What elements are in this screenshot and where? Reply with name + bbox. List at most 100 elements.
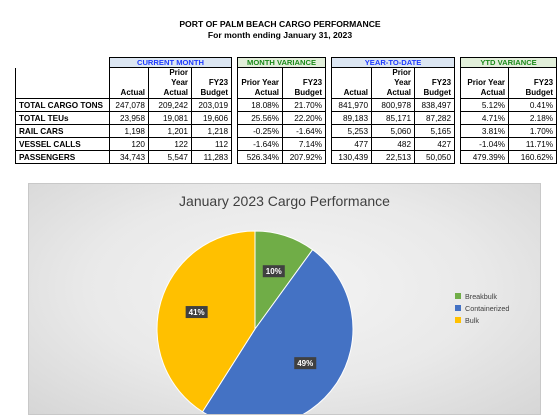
pie-slice-containerized (201, 249, 354, 414)
table-cell: 34,743 (109, 150, 149, 164)
legend-label: Breakbulk (465, 291, 497, 301)
table-cell: 203,019 (190, 98, 233, 112)
table-cell: -0.25% (237, 124, 284, 138)
table-cell: 21.70% (282, 98, 327, 112)
col-ytd-prior: Prior Year Actual (371, 67, 416, 99)
table-cell: 11,283 (190, 150, 233, 164)
data-label-box (262, 265, 285, 278)
group-month-variance: MONTH VARIANCE (237, 57, 327, 68)
table-cell: 22.20% (282, 111, 327, 125)
col-cm-actual: Actual (109, 67, 149, 99)
table-cell: -1.04% (460, 137, 510, 151)
table-cell: -1.64% (282, 124, 327, 138)
col-mv-budget: FY23 Budget (282, 67, 327, 99)
legend-label: Bulk (465, 315, 479, 325)
table-cell: -1.64% (237, 137, 284, 151)
table-cell: 479.39% (460, 150, 510, 164)
table-cell: 247,078 (109, 98, 149, 112)
pie-slice-bulk (156, 230, 256, 413)
row-label: PASSENGERS (15, 150, 110, 164)
pie-chart: 10% 49% 41% (156, 230, 354, 414)
table-cell: 482 (371, 137, 416, 151)
group-header-row: CURRENT MONTH MONTH VARIANCE YEAR-TO-DAT… (16, 57, 558, 68)
table-cell: 5,060 (371, 124, 416, 138)
row-label: TOTAL CARGO TONS (15, 98, 110, 112)
table-cell: 23,958 (109, 111, 149, 125)
pie-chart-panel: January 2023 Cargo Performance 10% 49% 41%… (28, 183, 541, 415)
cargo-performance-table: CURRENT MONTH MONTH VARIANCE YEAR-TO-DAT… (15, 57, 558, 164)
legend-swatch (455, 317, 461, 323)
table-cell: 89,183 (331, 111, 373, 125)
table-cell: 130,439 (331, 150, 373, 164)
table-cell: 160.62% (508, 150, 558, 164)
legend-item-breakbulk: Breakbulk (455, 290, 509, 302)
table-cell: 2.18% (508, 111, 558, 125)
row-label: TOTAL TEUs (15, 111, 110, 125)
table-cell: 526.34% (237, 150, 284, 164)
table-cell: 1,218 (190, 124, 233, 138)
legend-label: Containerized (465, 303, 510, 313)
table-row: RAIL CARS 1,198 1,201 1,218 -0.25% -1.64% 5,25… (15, 124, 558, 138)
table-cell: 5,165 (414, 124, 456, 138)
col-cm-budget: FY23 Budget (190, 67, 233, 99)
table-cell: 207.92% (282, 150, 327, 164)
column-header-row: Actual Prior Year Actual FY23 Budget Pri… (15, 67, 558, 99)
table-cell: 87,282 (414, 111, 456, 125)
table-cell: 7.14% (282, 137, 327, 151)
data-label-containerized: 49% (297, 359, 313, 368)
table-cell: 838,497 (414, 98, 456, 112)
col-ytd-actual: Actual (331, 67, 373, 99)
table-cell: 5,547 (148, 150, 192, 164)
table-cell: 1.70% (508, 124, 558, 138)
table-cell: 85,171 (371, 111, 416, 125)
legend-swatch (455, 293, 461, 299)
table-cell: 1,198 (109, 124, 149, 138)
table-row: VESSEL CALLS 120 122 112 -1.64% 7.14% 477 482 42… (15, 137, 558, 151)
data-label-breakbulk: 10% (266, 267, 282, 276)
table-cell: 22,513 (371, 150, 416, 164)
table-cell: 4.71% (460, 111, 510, 125)
table-cell: 19,606 (190, 111, 233, 125)
table-cell: 841,970 (331, 98, 373, 112)
col-ytd-budget: FY23 Budget (414, 67, 456, 99)
row-label: RAIL CARS (15, 124, 110, 138)
table-cell: 209,242 (148, 98, 192, 112)
col-cm-prior: Prior Year Actual (148, 67, 192, 99)
table-cell: 3.81% (460, 124, 510, 138)
table-cell: 50,050 (414, 150, 456, 164)
table-row: TOTAL CARGO TONS 247,078 209,242 203,019 18.… (15, 98, 558, 112)
table-cell: 477 (331, 137, 373, 151)
report-title: PORT OF PALM BEACH CARGO PERFORMANCE (179, 19, 381, 29)
group-year-to-date: YEAR-TO-DATE (331, 57, 456, 68)
legend-item-bulk: Bulk (455, 314, 509, 326)
table-cell: 25.56% (237, 111, 284, 125)
group-current-month: CURRENT MONTH (108, 57, 233, 68)
col-yv-prior: Prior Year Actual (460, 67, 510, 99)
table-cell: 120 (109, 137, 149, 151)
table-cell: 18.08% (237, 98, 284, 112)
data-label-box (294, 357, 317, 370)
table-cell: 0.41% (508, 98, 558, 112)
data-label-bulk: 41% (189, 308, 205, 317)
table-row: PASSENGERS 34,743 5,547 11,283 526.34% 207.92… (15, 150, 558, 164)
col-mv-prior: Prior Year Actual (237, 67, 284, 99)
table-row: TOTAL TEUs 23,958 19,081 19,606 25.56% 22.20%… (15, 111, 558, 125)
group-ytd-variance: YTD VARIANCE (460, 57, 558, 68)
report-subtitle: For month ending January 31, 2023 (207, 30, 353, 40)
legend-swatch (455, 305, 461, 311)
table-cell: 800,978 (371, 98, 416, 112)
table-cell: 112 (190, 137, 233, 151)
table-cell: 1,201 (148, 124, 192, 138)
row-label: VESSEL CALLS (15, 137, 110, 151)
table-cell: 5,253 (331, 124, 373, 138)
chart-legend: Breakbulk Containerized Bulk (455, 290, 509, 326)
col-yv-budget: FY23 Budget (508, 67, 558, 99)
legend-item-containerized: Containerized (455, 302, 509, 314)
table-cell: 122 (148, 137, 192, 151)
chart-title: January 2023 Cargo Performance (179, 193, 390, 209)
table-cell: 11.71% (508, 137, 558, 151)
table-cell: 427 (414, 137, 456, 151)
table-cell: 5.12% (460, 98, 510, 112)
table-cell: 19,081 (148, 111, 192, 125)
data-label-box (185, 306, 208, 319)
